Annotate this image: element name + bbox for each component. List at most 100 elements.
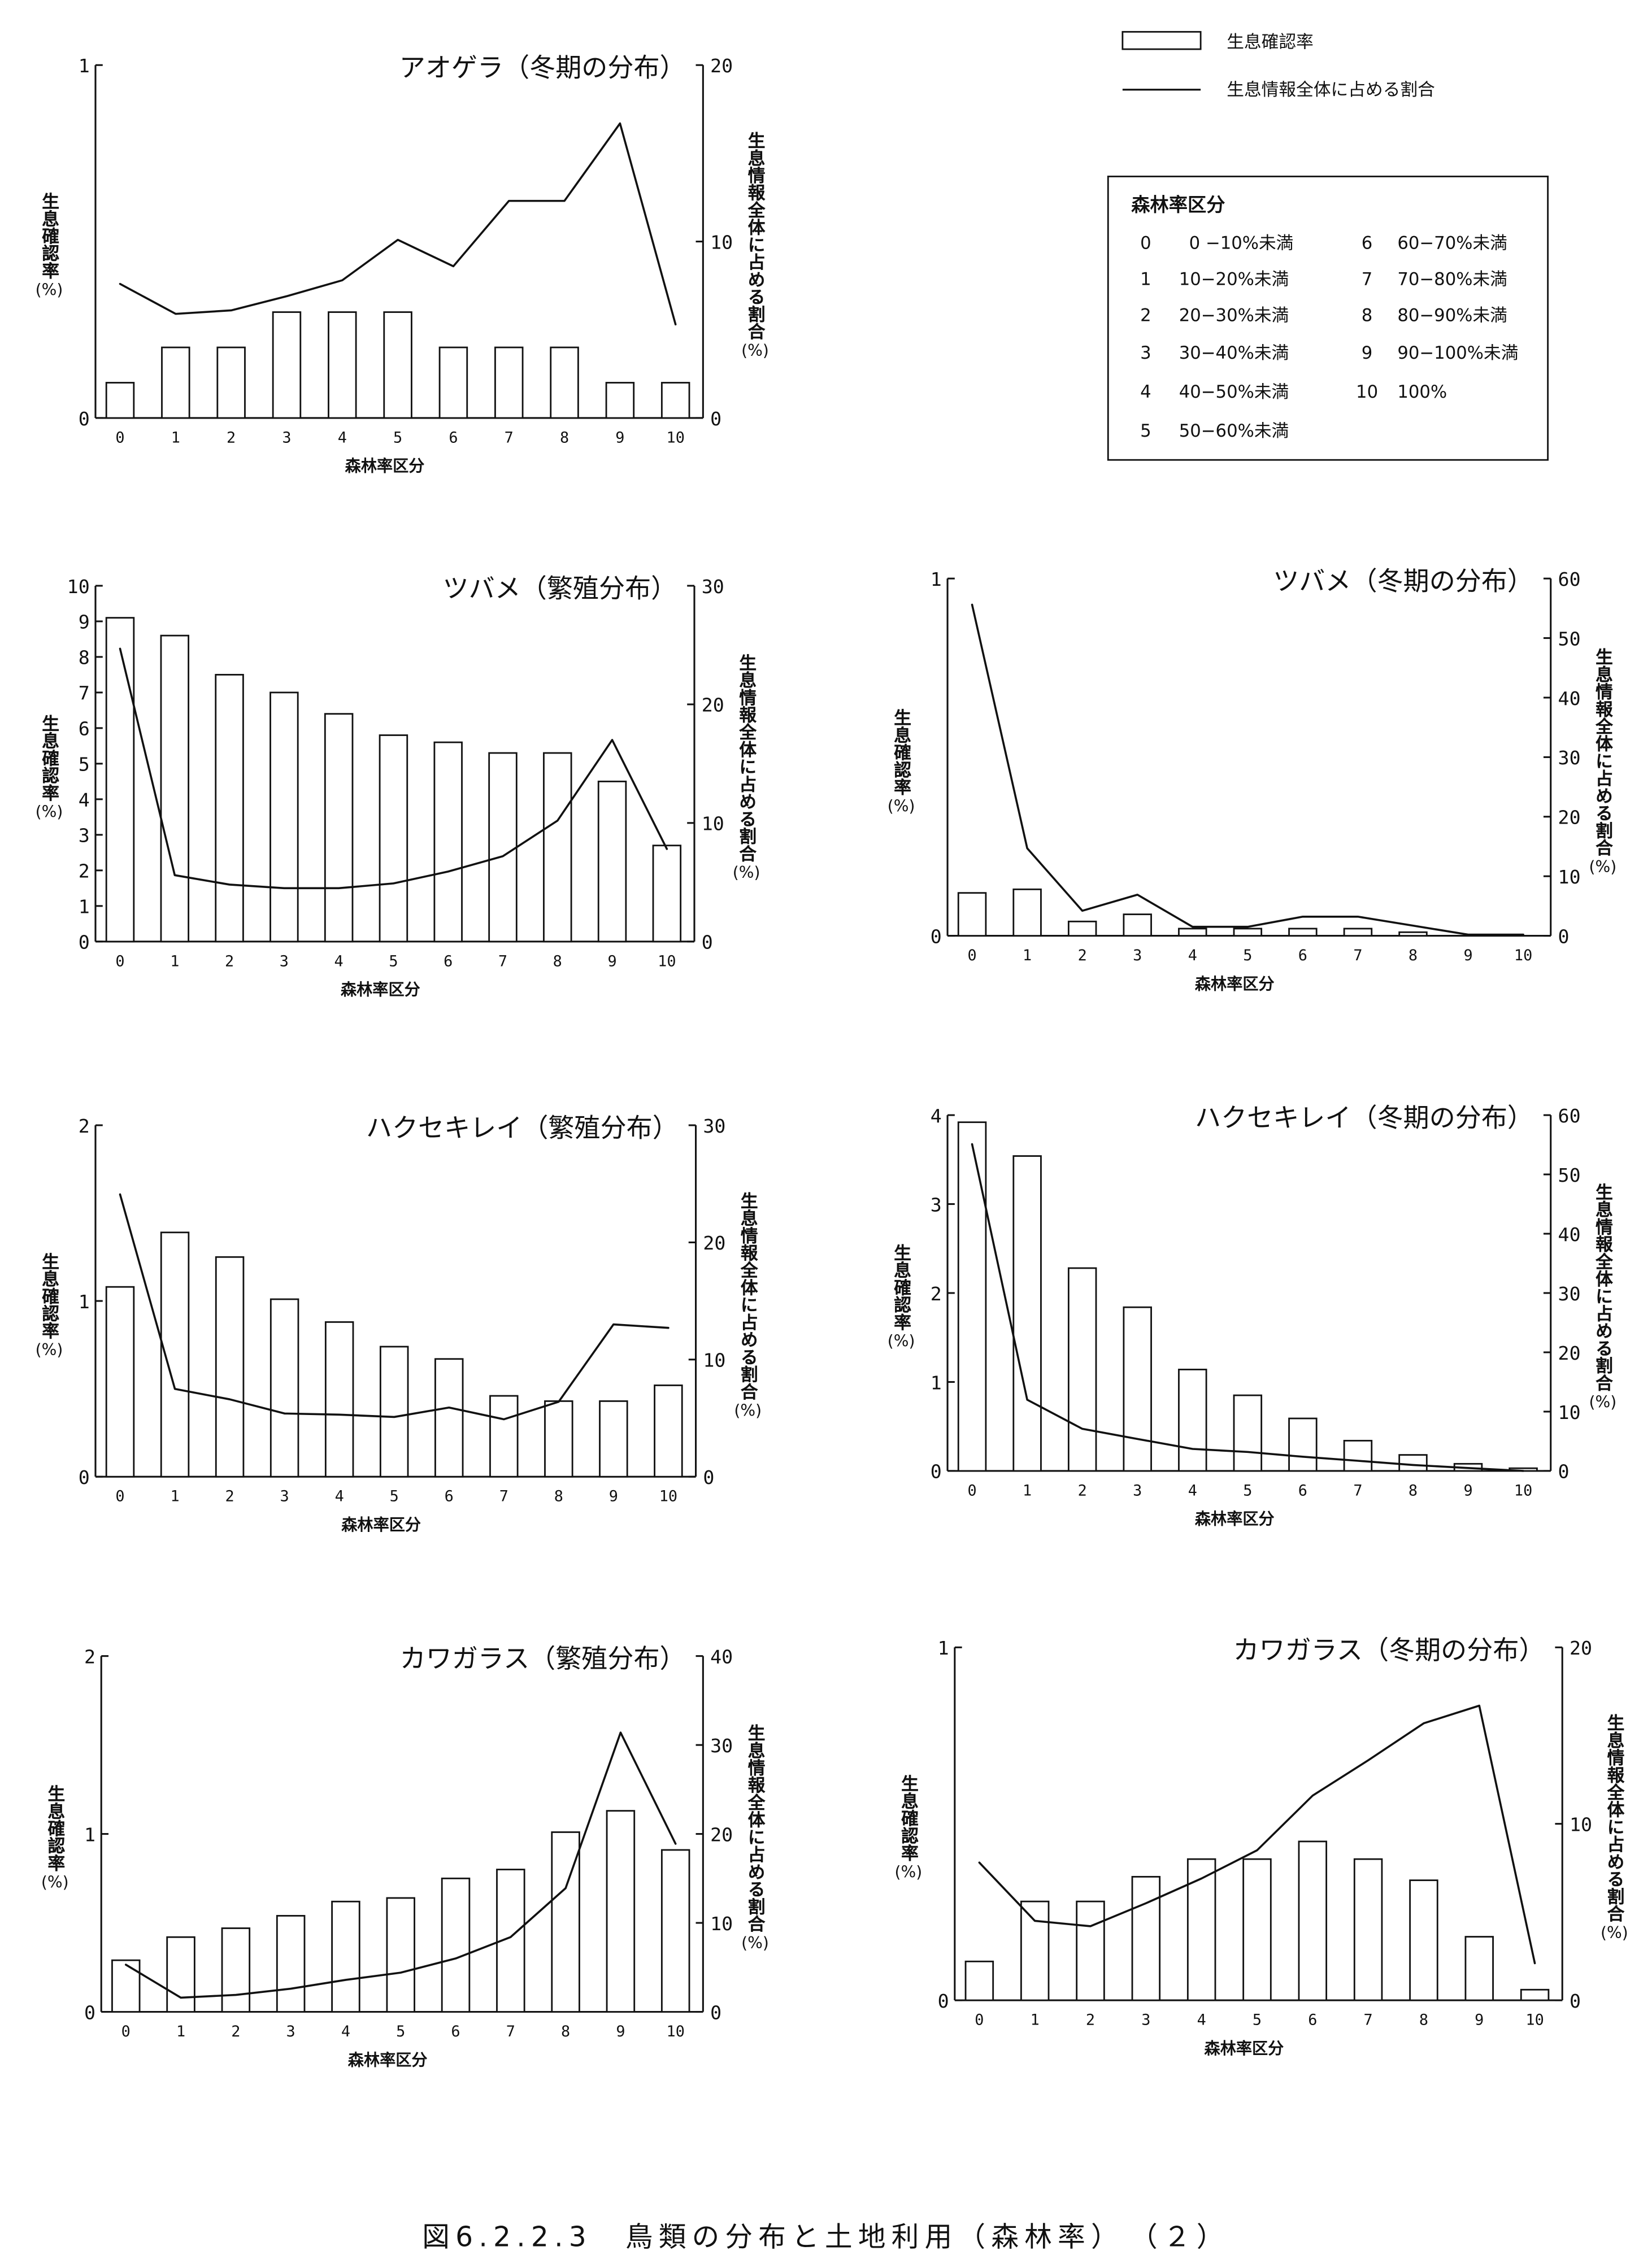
y-tick-label-left: 2 [84,1646,95,1668]
bar-class-4 [331,1900,360,2013]
forest-class-table: 森林率区分 0 0 −10%未満 1 10−20%未満 2 20−30%未満 3… [1107,175,1549,461]
y-axis-label-right: 生息情報全体に占める割合 (%) [741,1724,769,1953]
y-tick-label-right: 0 [1558,1461,1570,1483]
class-range: 70−80%未満 [1397,269,1507,289]
bar-class-3 [269,691,299,943]
y-tick-label-right: 0 [710,2001,721,2023]
bar-class-4 [1178,928,1207,937]
y-tick-label-right: 30 [703,1115,725,1137]
y-axis-label-right-text: 生息情報全体に占める割合 [1593,1183,1614,1392]
y-axis-label-left-unit: (%) [887,1332,915,1351]
bar-class-5 [379,734,408,943]
x-tick-label: 3 [1133,1482,1142,1499]
y-axis-label-right-text: 生息情報全体に占める割合 [745,1723,766,1932]
y-tick-label-right: 20 [1558,807,1581,829]
x-tick-label: 8 [561,2023,570,2040]
y-tick-label-right: 0 [703,1466,714,1488]
y-axis-label-left-unit: (%) [887,796,915,815]
x-tick-label: 6 [1308,2012,1317,2029]
x-tick-label: 8 [553,952,562,970]
bar-class-2 [1076,1900,1105,2001]
y-axis-label-left-unit: (%) [35,803,63,822]
bar-class-9 [606,1810,636,2013]
x-tick-label: 7 [1364,2012,1373,2029]
y-axis-label-left-text: 生息確認率 [40,1252,60,1339]
y-tick-label-left: 2 [931,1283,942,1305]
class-range: 40−50%未満 [1179,382,1289,402]
class-code: 9 [1362,343,1373,363]
x-tick-label: 1 [170,1488,179,1505]
y-axis-label-right-unit: (%) [734,1400,762,1420]
bar-class-6 [1288,1417,1318,1472]
y-axis-label-left-unit: (%) [894,1862,923,1882]
class-code: 8 [1362,305,1373,325]
x-tick-label: 10 [1514,1482,1532,1499]
chart-title: アオゲラ（冬期の分布） [399,53,686,83]
y-axis-label-right-text: 生息情報全体に占める割合 [745,131,766,340]
series-line [978,1704,1536,1965]
x-tick-label: 3 [1133,947,1142,964]
y-tick-label-right: 20 [710,55,733,77]
bar-class-6 [1288,928,1318,937]
y-tick-label-left: 0 [84,2001,95,2023]
x-tick-label: 3 [280,1488,289,1505]
series-line [971,1143,1524,1472]
y-axis-label-right: 生息情報全体に占める割合 (%) [1589,647,1617,876]
y-tick-label-right: 20 [703,1232,725,1254]
x-tick-label: 1 [1031,2012,1040,2029]
forest-class-table-title: 森林率区分 [1131,194,1225,216]
chart-title: カワガラス（繁殖分布） [400,1643,686,1674]
y-tick-label-left: 0 [931,925,942,947]
bar-class-4 [1178,1369,1207,1472]
x-tick-label: 4 [335,1488,344,1505]
bar-class-8 [1398,1454,1428,1472]
y-axis-label-left-text: 生息確認率 [892,1243,912,1331]
class-range: 10−20%未満 [1179,269,1289,289]
y-axis-label-left: 生息確認率 (%) [888,708,915,815]
bar-class-9 [599,1400,628,1478]
y-tick-label-right: 0 [710,408,721,430]
y-tick-label-right: 40 [1558,1224,1581,1246]
x-tick-label: 4 [334,952,344,970]
x-tick-label: 1 [170,952,179,970]
class-code: 1 [1140,269,1151,289]
bar-class-6 [441,1877,471,2013]
y-axis-label-right-unit: (%) [732,863,760,882]
x-tick-label: 8 [1419,2012,1428,2029]
x-tick-label: 4 [1188,1482,1197,1499]
bar-class-8 [550,346,579,419]
x-tick-label: 5 [1253,2012,1262,2029]
x-tick-label: 0 [115,429,124,446]
y-axis-label-left-unit: (%) [35,1340,63,1359]
class-range: 20−30%未満 [1179,305,1289,325]
bar-class-9 [605,382,635,419]
y-tick-label-right: 60 [1558,1105,1581,1127]
bar-class-2 [215,1256,245,1478]
x-tick-label: 10 [1525,2012,1544,2029]
y-tick-label-left: 5 [79,754,90,776]
bar-class-8 [1398,931,1428,937]
class-code: 0 [1140,233,1151,253]
x-tick-label: 7 [1353,947,1362,964]
x-tick-label: 1 [171,429,180,446]
x-tick-label: 5 [390,1488,399,1505]
y-tick-label-right: 20 [710,1823,733,1845]
class-range: 90−100%未満 [1397,343,1518,363]
y-tick-label-right: 10 [710,1913,733,1935]
bar-class-8 [544,1400,573,1478]
x-tick-label: 10 [667,2023,685,2040]
x-axis-label: 森林率区分 [1205,2039,1284,2058]
bar-class-10 [1520,1988,1550,2001]
class-code: 4 [1140,382,1151,402]
y-tick-label-left: 3 [79,825,90,847]
x-tick-label: 2 [1078,1482,1087,1499]
y-axis-label-left-text: 生息確認率 [892,708,912,795]
x-tick-label: 7 [498,952,507,970]
class-range: 30−40%未満 [1179,343,1289,363]
y-tick-label-left: 8 [79,647,90,669]
bar-class-2 [1067,1267,1097,1472]
y-axis-label-left: 生息確認率 (%) [888,1244,915,1351]
y-tick-label-right: 10 [1558,866,1581,888]
